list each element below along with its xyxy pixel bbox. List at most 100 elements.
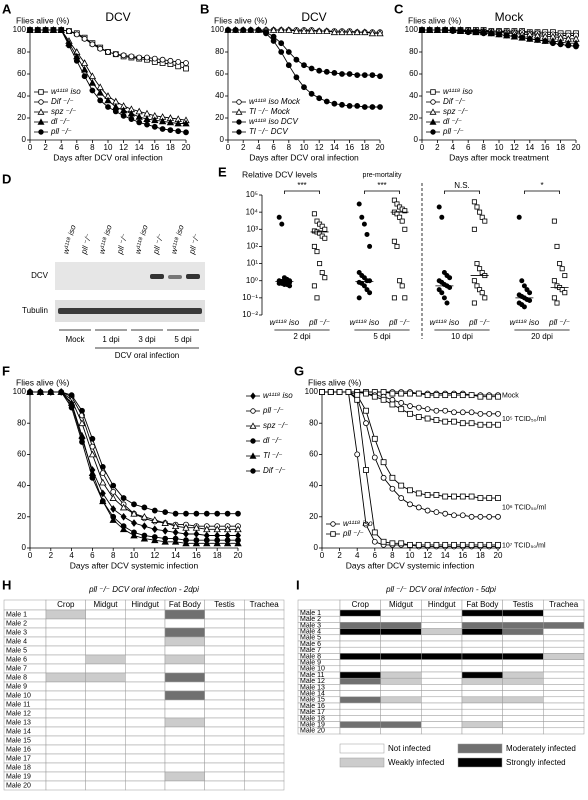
marker (488, 30, 495, 37)
infection-cell (204, 726, 245, 737)
marker (109, 516, 117, 523)
infection-cell (164, 627, 205, 638)
x-tick-label: 12 (150, 551, 159, 560)
category-label: 10 dpi (451, 332, 473, 341)
marker (398, 390, 405, 397)
marker (300, 27, 308, 34)
marker (338, 28, 346, 36)
x-tick-label: 8 (111, 551, 116, 560)
row-label: Male 3 (6, 629, 27, 636)
marker (315, 27, 323, 34)
marker (496, 31, 502, 38)
marker (394, 201, 400, 207)
marker (398, 400, 405, 406)
marker (97, 97, 104, 104)
infection-cell (204, 753, 245, 764)
marker (527, 298, 533, 304)
marker (542, 38, 549, 44)
x-tick-label: 10 (104, 143, 113, 152)
marker (213, 539, 221, 547)
marker (369, 72, 376, 78)
marker (311, 211, 317, 217)
x-tick-label: pll ⁻/⁻ (308, 318, 330, 327)
infection-cell (204, 699, 245, 710)
infection-cell (421, 640, 463, 648)
infection-cell (244, 762, 285, 773)
marker (235, 510, 241, 517)
marker (477, 410, 484, 417)
legend-marker (236, 119, 242, 125)
infection-cell (421, 646, 463, 654)
legend-label: dl ⁻/⁻ (263, 436, 282, 445)
column-label: Fat Body (169, 600, 201, 609)
infection-cell (339, 665, 381, 673)
marker (468, 420, 475, 427)
legend-label: pll ⁻/⁻ (262, 406, 284, 415)
marker (471, 300, 477, 306)
marker (120, 495, 127, 501)
marker (407, 487, 413, 494)
marker (247, 27, 254, 33)
y-tick-label: 10¹ (246, 259, 258, 268)
marker (397, 278, 403, 284)
marker (380, 389, 387, 395)
marker (367, 278, 373, 284)
legend-marker (236, 99, 242, 105)
infection-cell (244, 699, 285, 710)
legend-label: Moderately infected (506, 744, 576, 753)
x-tick-label: 16 (192, 551, 201, 560)
infection-cell (85, 744, 126, 755)
infection-cell (85, 753, 126, 764)
column-label: Trachea (250, 600, 280, 609)
legend-marker (330, 521, 336, 527)
marker (442, 493, 449, 500)
legend-label: w¹¹¹⁸ iso (343, 519, 373, 528)
significance-label: *** (377, 181, 386, 190)
marker (394, 243, 400, 249)
marker (424, 507, 431, 514)
marker (323, 68, 330, 75)
infection-cell (502, 628, 544, 636)
legend-marker (37, 118, 45, 125)
marker (415, 414, 422, 420)
marker (486, 513, 493, 520)
y-tick-label: 100 (13, 25, 27, 34)
marker (110, 505, 117, 513)
legend-label: Tl ⁻/⁻ Mock (249, 107, 291, 116)
marker (477, 421, 484, 428)
y-tick-label: 10² (246, 242, 258, 251)
marker (167, 57, 174, 64)
x-tick-label: 14 (135, 143, 144, 152)
x-tick-label: 12 (119, 143, 128, 152)
marker (81, 35, 88, 42)
x-tick-label: 4 (69, 551, 74, 560)
marker (433, 492, 440, 498)
legend-marker (249, 422, 257, 429)
marker (37, 389, 44, 395)
infection-cell (164, 690, 205, 701)
row-label: Male 17 (300, 709, 325, 716)
group-label: Mock (65, 335, 85, 344)
legend-marker (38, 99, 44, 105)
y-tick-label: 80 (309, 418, 318, 427)
infection-cell (461, 628, 503, 636)
infection-cell (339, 628, 381, 636)
infection-cell (461, 665, 503, 673)
marker (354, 396, 361, 403)
y-tick-label: 60 (409, 69, 418, 78)
legend-label: pll ⁻/⁻ (442, 127, 464, 136)
marker (389, 390, 396, 397)
row-label: Male 13 (300, 684, 325, 691)
marker (151, 116, 159, 124)
y-tick-label: 100 (305, 387, 319, 396)
group-label: 3 dpi (138, 335, 156, 344)
marker (214, 510, 221, 517)
infection-cell (244, 753, 285, 764)
infection-cell (85, 654, 126, 665)
marker (482, 218, 488, 224)
marker (361, 275, 367, 281)
marker (424, 392, 431, 399)
legend-label: Not infected (388, 744, 431, 753)
marker (88, 450, 97, 458)
